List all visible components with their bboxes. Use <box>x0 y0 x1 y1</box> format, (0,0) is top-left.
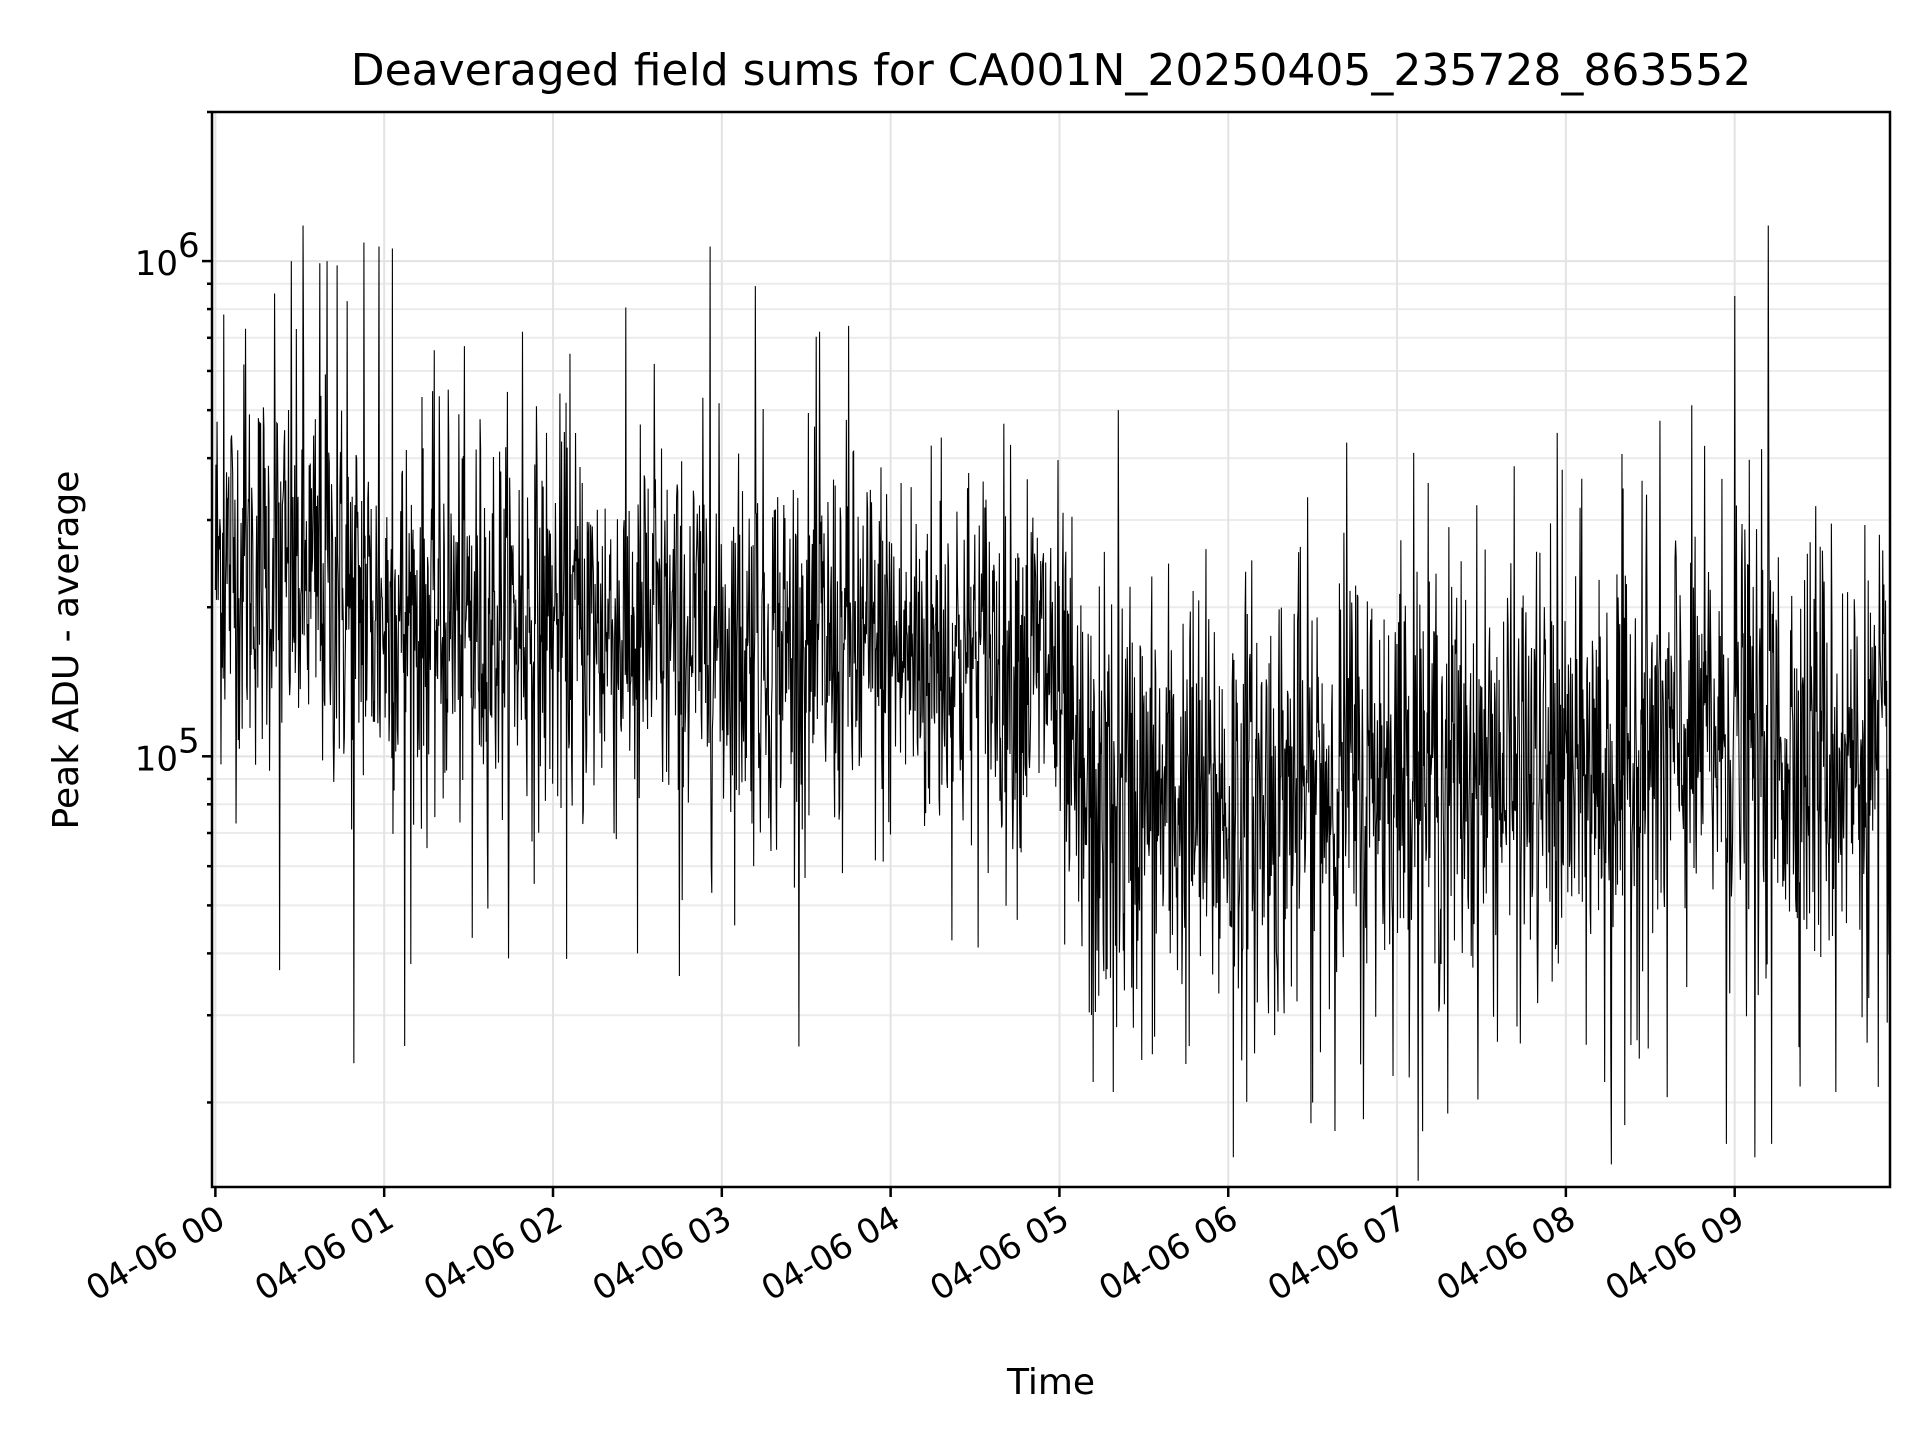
y-tick-exponent: 5 <box>178 721 200 761</box>
series-line <box>214 225 1891 1181</box>
chart-title: Deaveraged field sums for CA001N_2025040… <box>351 45 1752 96</box>
y-axis-label: Peak ADU - average <box>46 471 87 830</box>
y-tick-label: 10 <box>135 739 178 779</box>
plot-frame <box>210 110 1892 1189</box>
series-layer <box>214 225 1891 1181</box>
tick-marks <box>202 110 1736 1197</box>
y-tick-label: 10 <box>135 244 178 284</box>
x-axis-label: Time <box>1006 1362 1095 1403</box>
y-tick-exponent: 6 <box>178 226 200 266</box>
